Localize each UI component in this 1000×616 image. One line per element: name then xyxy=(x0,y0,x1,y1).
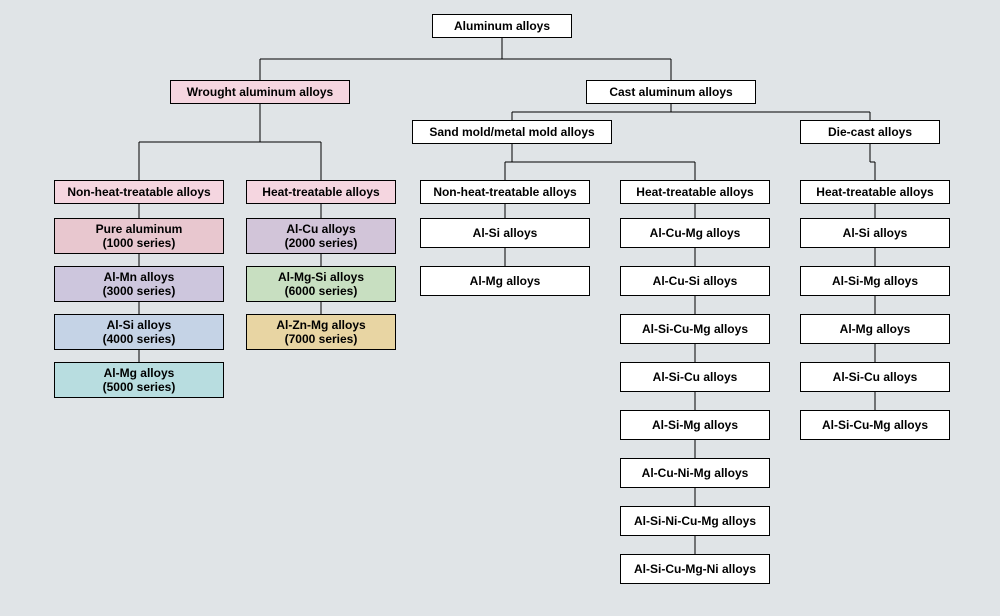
node-d-h-1: Al-Si alloys xyxy=(800,218,950,248)
node-cast: Cast aluminum alloys xyxy=(586,80,756,104)
node-s-nh-2: Al-Mg alloys xyxy=(420,266,590,296)
node-s-h-6: Al-Cu-Ni-Mg alloys xyxy=(620,458,770,488)
node-w-nh-4: Al-Mg alloys (5000 series) xyxy=(54,362,224,398)
node-w-h-2: Al-Mg-Si alloys (6000 series) xyxy=(246,266,396,302)
node-w-nh: Non-heat-treatable alloys xyxy=(54,180,224,204)
node-w-h-3: Al-Zn-Mg alloys (7000 series) xyxy=(246,314,396,350)
node-s-h: Heat-treatable alloys xyxy=(620,180,770,204)
node-d-h-5: Al-Si-Cu-Mg alloys xyxy=(800,410,950,440)
node-s-nh: Non-heat-treatable alloys xyxy=(420,180,590,204)
node-s-h-2: Al-Cu-Si alloys xyxy=(620,266,770,296)
node-w-h-1: Al-Cu alloys (2000 series) xyxy=(246,218,396,254)
node-d-h-2: Al-Si-Mg alloys xyxy=(800,266,950,296)
node-s-h-1: Al-Cu-Mg alloys xyxy=(620,218,770,248)
node-s-h-5: Al-Si-Mg alloys xyxy=(620,410,770,440)
node-s-h-4: Al-Si-Cu alloys xyxy=(620,362,770,392)
node-s-h-7: Al-Si-Ni-Cu-Mg alloys xyxy=(620,506,770,536)
node-s-nh-1: Al-Si alloys xyxy=(420,218,590,248)
node-die: Die-cast alloys xyxy=(800,120,940,144)
node-wrought: Wrought aluminum alloys xyxy=(170,80,350,104)
node-d-h-4: Al-Si-Cu alloys xyxy=(800,362,950,392)
node-d-h: Heat-treatable alloys xyxy=(800,180,950,204)
node-w-h: Heat-treatable alloys xyxy=(246,180,396,204)
node-s-h-3: Al-Si-Cu-Mg alloys xyxy=(620,314,770,344)
node-d-h-3: Al-Mg alloys xyxy=(800,314,950,344)
connector-layer xyxy=(0,0,1000,616)
node-w-nh-2: Al-Mn alloys (3000 series) xyxy=(54,266,224,302)
node-s-h-8: Al-Si-Cu-Mg-Ni alloys xyxy=(620,554,770,584)
node-sand: Sand mold/metal mold alloys xyxy=(412,120,612,144)
node-w-nh-1: Pure aluminum (1000 series) xyxy=(54,218,224,254)
node-root: Aluminum alloys xyxy=(432,14,572,38)
node-w-nh-3: Al-Si alloys (4000 series) xyxy=(54,314,224,350)
